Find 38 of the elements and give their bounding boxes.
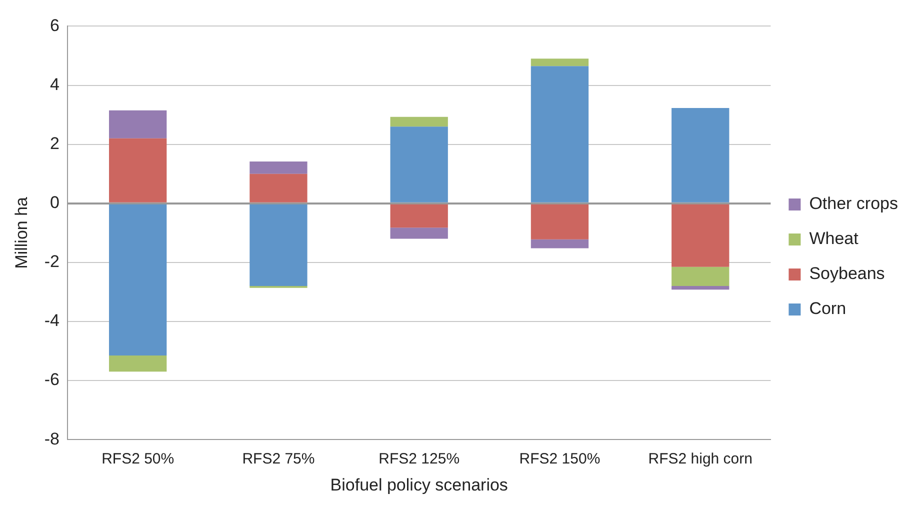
y-tick-label: 2: [50, 134, 60, 153]
legend-label: Soybeans: [809, 264, 885, 284]
bar: [109, 138, 167, 202]
y-tick-label: -2: [44, 252, 60, 272]
bar: [109, 355, 167, 372]
legend-label: Corn: [809, 299, 846, 318]
bar: [390, 228, 448, 239]
bar: [530, 204, 589, 240]
bar: [530, 239, 589, 248]
bar: [672, 204, 730, 267]
y-tick-label: 0: [50, 193, 60, 212]
bar: [530, 58, 589, 66]
bar: [109, 204, 167, 356]
y-tick-label: 6: [50, 16, 60, 35]
x-tick-label: RFS2 125%: [378, 450, 460, 468]
bar: [390, 116, 448, 127]
legend-label: Wheat: [809, 229, 859, 248]
bar: [672, 266, 730, 286]
bar: [250, 204, 308, 286]
bar: [250, 161, 308, 174]
bar: [390, 204, 448, 228]
y-tick-label: 4: [50, 74, 60, 94]
y-tick-label: -8: [44, 429, 60, 448]
bar: [530, 66, 589, 202]
bar: [672, 286, 730, 290]
bar: [109, 110, 167, 138]
bar: [250, 174, 308, 202]
x-tick-label: RFS2 75%: [242, 450, 315, 468]
bar: [390, 126, 448, 202]
y-axis-title: Million ha: [12, 196, 31, 269]
x-tick-label: RFS2 high corn: [648, 450, 752, 468]
y-tick-label: -6: [44, 370, 60, 390]
x-axis-title: Biofuel policy scenarios: [330, 475, 508, 494]
y-tick-label: -4: [44, 311, 60, 330]
x-tick-label: RFS2 50%: [102, 450, 174, 468]
bar: [672, 108, 730, 202]
x-tick-label: RFS2 150%: [519, 450, 600, 468]
legend-label: Other crops: [809, 194, 898, 214]
